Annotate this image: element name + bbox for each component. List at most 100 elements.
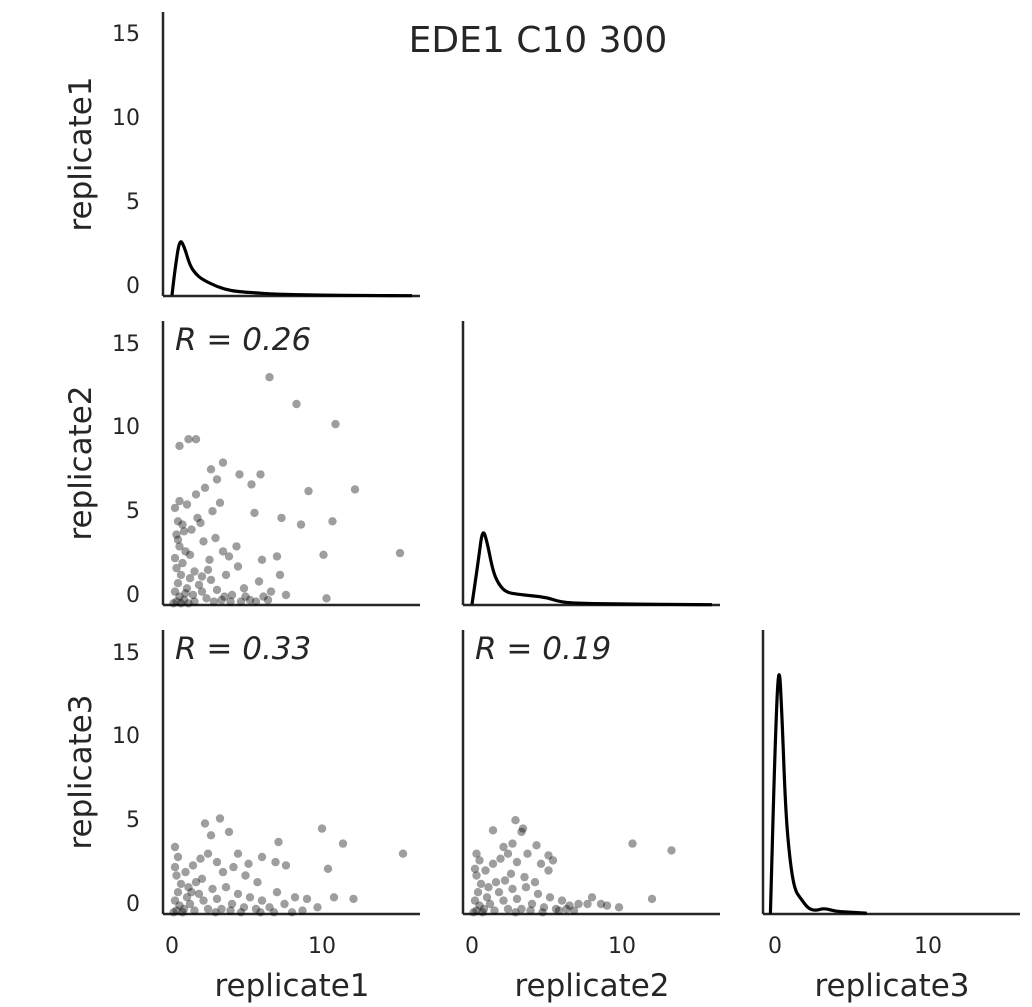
scatter-point <box>298 906 307 915</box>
kde-curve-replicate2 <box>470 531 713 607</box>
scatter-point <box>172 530 181 539</box>
scatter-point <box>481 866 490 875</box>
scatter-point <box>170 587 180 596</box>
scatter-point <box>175 592 184 601</box>
scatter-point <box>490 906 499 915</box>
scatter-point <box>211 533 220 543</box>
scatter-point <box>257 555 267 564</box>
scatter-point <box>251 904 261 914</box>
scatter-point <box>182 893 192 902</box>
scatter-point <box>349 894 358 904</box>
x-ticks: 0 10 0 10 0 10 <box>165 934 942 959</box>
scatter-point <box>197 874 207 883</box>
scatter-point <box>196 854 205 863</box>
scatter-point <box>523 849 532 858</box>
kde-curve-replicate3 <box>768 673 867 915</box>
scatter-point <box>496 854 505 863</box>
scatter-point <box>173 888 183 897</box>
scatter-point <box>319 550 328 559</box>
x-tick-label: 0 <box>768 934 782 959</box>
scatter-point <box>254 577 264 586</box>
scatter-point <box>281 861 291 870</box>
scatter-point <box>488 859 498 868</box>
y-tick-label: 5 <box>126 808 140 833</box>
scatter-point <box>494 888 504 897</box>
scatter-point <box>470 864 480 873</box>
scatter-point <box>328 517 337 526</box>
scatter-point <box>181 589 190 598</box>
scatter-point <box>275 570 285 580</box>
scatter-point <box>479 904 489 914</box>
scatter-points <box>169 373 405 608</box>
scatter-point <box>217 904 226 914</box>
scatter-point <box>224 827 234 837</box>
scatter-point <box>175 901 184 910</box>
scatter-point <box>203 849 213 858</box>
scatter-point <box>281 590 291 600</box>
scatter-point <box>395 548 405 558</box>
scatter-point <box>472 871 481 880</box>
correlation-label: R = 0.19 <box>475 631 611 667</box>
scatter-point <box>185 550 195 559</box>
scatter-point <box>176 599 186 608</box>
scatter-point <box>269 908 279 917</box>
scatter-point <box>218 458 228 467</box>
scatter-point <box>506 869 516 878</box>
scatter-point <box>241 592 250 601</box>
scatter-point <box>244 859 253 868</box>
scatter-point <box>182 500 192 509</box>
scatter-point <box>233 849 243 858</box>
scatter-point <box>232 542 241 551</box>
scatter-point <box>190 597 199 606</box>
scatter-point <box>302 894 312 904</box>
scatter-point <box>194 580 204 590</box>
scatter-point <box>517 827 526 837</box>
scatter-point <box>602 901 612 910</box>
scatter-point <box>508 884 517 894</box>
scatter-point <box>257 896 267 905</box>
scatter-point <box>290 893 300 902</box>
y-tick-label: 10 <box>112 106 140 131</box>
scatter-point <box>179 904 189 914</box>
scatter-point <box>191 490 201 499</box>
scatter-point <box>212 857 222 867</box>
scatter-point <box>209 597 219 606</box>
scatter-point <box>184 599 193 608</box>
panel-diag-replicate3 <box>761 630 1020 916</box>
figure-title: EDE1 C10 300 <box>409 20 668 61</box>
scatter-point <box>197 587 207 596</box>
scatter-point <box>206 831 216 840</box>
x-tick-label: 10 <box>608 934 636 959</box>
scatter-point <box>236 597 246 606</box>
scatter-point <box>193 513 202 523</box>
scatter-point <box>205 555 214 564</box>
scatter-point <box>476 879 486 889</box>
scatter-point <box>322 594 331 603</box>
x-tick-label: 0 <box>165 934 179 959</box>
y-ticks-row-3: 15 10 5 0 <box>112 641 140 917</box>
scatter-point <box>472 906 481 915</box>
scatter-point <box>176 879 186 889</box>
scatter-point <box>548 856 558 865</box>
panel-diag-replicate2 <box>461 321 720 607</box>
scatter-points <box>169 814 408 917</box>
y-tick-label: 0 <box>126 274 140 299</box>
y-axis-label: replicate2 <box>63 385 99 540</box>
scatter-point <box>338 839 348 848</box>
scatter-point <box>227 590 237 600</box>
scatter-point <box>256 470 265 479</box>
scatter-point <box>511 816 520 825</box>
scatter-point <box>179 527 189 536</box>
scatter-point <box>287 908 297 917</box>
scatter-point <box>512 894 522 904</box>
scatter-point <box>532 841 541 850</box>
scatter-point <box>170 896 180 905</box>
scatter-point <box>200 819 210 828</box>
scatter-point <box>565 901 574 910</box>
scatter-point <box>503 849 513 858</box>
scatter-point <box>221 883 231 892</box>
scatter-point <box>614 903 624 912</box>
scatter-point <box>184 883 193 892</box>
scatter-point <box>190 567 199 576</box>
